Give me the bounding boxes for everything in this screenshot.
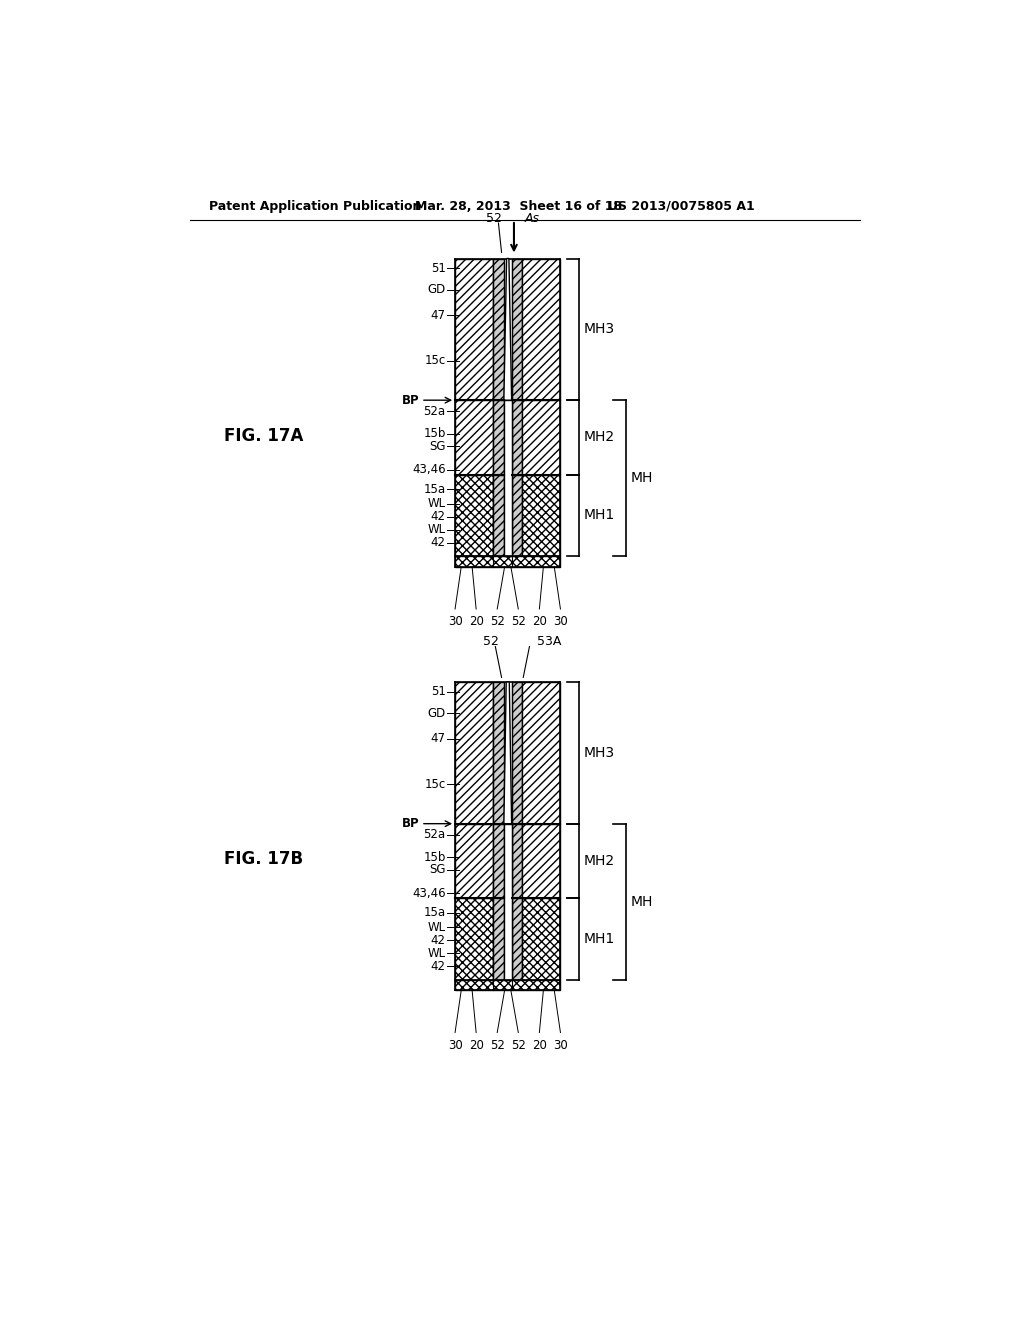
Text: 43,46: 43,46 [412,463,445,477]
Bar [455,979,560,990]
Bar [493,898,504,979]
Text: MH3: MH3 [584,746,614,760]
Bar [455,475,493,556]
Text: MH2: MH2 [584,430,614,445]
Text: FIG. 17B: FIG. 17B [224,850,303,869]
Text: MH: MH [630,471,652,486]
Text: WL: WL [428,946,445,960]
Text: MH1: MH1 [584,508,615,523]
Text: 42: 42 [431,536,445,549]
Text: MH: MH [630,895,652,908]
Text: Mar. 28, 2013  Sheet 16 of 18: Mar. 28, 2013 Sheet 16 of 18 [415,199,622,213]
Bar [512,898,522,979]
Text: 43,46: 43,46 [412,887,445,900]
Text: 52: 52 [482,635,499,648]
Text: 15b: 15b [423,428,445,440]
Text: US 2013/0075805 A1: US 2013/0075805 A1 [608,199,756,213]
Text: SG: SG [429,863,445,876]
Text: 52: 52 [511,615,525,628]
Text: 30: 30 [553,1039,568,1052]
Text: SG: SG [429,440,445,453]
Text: 15a: 15a [424,483,445,496]
Text: 20: 20 [531,1039,547,1052]
Text: 20: 20 [469,1039,483,1052]
Bar [512,824,522,898]
Text: 47: 47 [431,733,445,746]
Text: 52: 52 [489,615,505,628]
Text: 42: 42 [431,935,445,946]
Text: WL: WL [428,524,445,536]
Bar [522,898,560,979]
Bar [512,475,522,556]
Text: 20: 20 [469,615,483,628]
Text: 15a: 15a [424,907,445,919]
Bar [522,259,560,400]
Text: MH1: MH1 [584,932,615,946]
Polygon shape [504,682,512,824]
Text: 51: 51 [431,685,445,698]
Bar [455,824,493,898]
Text: 52a: 52a [424,405,445,418]
Text: 30: 30 [447,1039,463,1052]
Text: 52a: 52a [424,829,445,841]
Bar [493,824,504,898]
Bar [455,898,493,979]
Bar [493,475,504,556]
Text: 53A: 53A [538,635,561,648]
Bar [512,259,522,400]
Text: 52: 52 [511,1039,525,1052]
Text: As: As [524,213,540,224]
Bar [493,400,504,475]
Text: Patent Application Publication: Patent Application Publication [209,199,422,213]
Text: 20: 20 [531,615,547,628]
Text: WL: WL [428,921,445,933]
Text: 30: 30 [447,615,463,628]
Text: MH3: MH3 [584,322,614,337]
Text: 30: 30 [553,615,568,628]
Bar [522,682,560,824]
Text: 51: 51 [431,261,445,275]
Text: 42: 42 [431,960,445,973]
Text: GD: GD [427,706,445,719]
Text: 52: 52 [489,1039,505,1052]
Text: BP: BP [401,393,420,407]
Text: GD: GD [427,284,445,296]
Bar [512,682,522,824]
Text: 42: 42 [431,511,445,524]
Text: 52: 52 [485,213,502,224]
Bar [455,556,560,566]
Text: 15b: 15b [423,850,445,863]
Text: 15c: 15c [425,354,445,367]
Bar [504,400,512,556]
Text: 15c: 15c [425,777,445,791]
Polygon shape [504,259,512,400]
Bar [512,400,522,475]
Bar [455,259,493,400]
Bar [522,475,560,556]
Bar [504,824,512,979]
Bar [493,682,504,824]
Text: 47: 47 [431,309,445,322]
Bar [455,400,493,475]
Text: MH2: MH2 [584,854,614,867]
Bar [522,824,560,898]
Text: WL: WL [428,498,445,511]
Bar [522,400,560,475]
Text: BP: BP [401,817,420,830]
Bar [493,259,504,400]
Bar [455,682,493,824]
Text: FIG. 17A: FIG. 17A [224,426,303,445]
